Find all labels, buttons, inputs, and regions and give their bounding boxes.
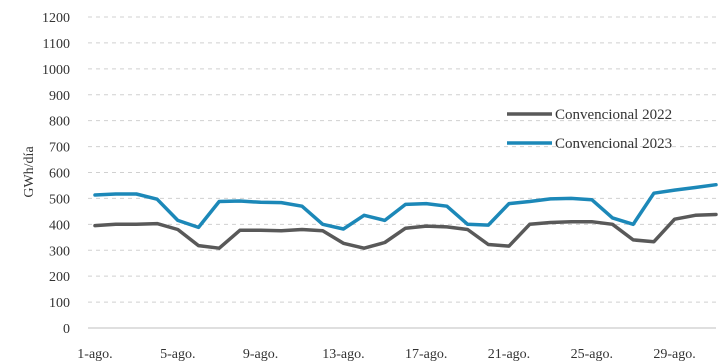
- y-axis-ticks: 0 100 200 300 400 500 600 700 800 900 1000 1100 1200: [42, 11, 70, 337]
- y-tick-label: 600: [49, 167, 70, 182]
- y-tick-label: 800: [49, 115, 70, 130]
- legend-label: Convencional 2022: [555, 107, 672, 123]
- y-tick-label: 300: [49, 244, 70, 259]
- x-tick-label: 5-ago.: [160, 347, 195, 362]
- y-tick-label: 400: [49, 218, 70, 233]
- x-tick-label: 9-ago.: [243, 347, 278, 362]
- y-tick-label: 900: [49, 89, 70, 104]
- series-line: [93, 212, 718, 250]
- legend-label: Convencional 2023: [555, 136, 672, 152]
- series-lines: [93, 182, 718, 250]
- y-tick-label: 700: [49, 141, 70, 156]
- y-tick-label: 500: [49, 192, 70, 207]
- x-tick-label: 29-ago.: [653, 347, 695, 362]
- x-tick-label: 21-ago.: [488, 347, 530, 362]
- x-axis-ticks: 1-ago. 5-ago. 9-ago. 13-ago. 17-ago. 21-ago. 2…: [77, 347, 695, 362]
- legend: Convencional 2022 Convencional 2023: [507, 107, 672, 152]
- y-tick-label: 200: [49, 270, 70, 285]
- y-tick-label: 1000: [42, 63, 70, 78]
- y-tick-label: 1100: [43, 37, 70, 52]
- x-tick-label: 17-ago.: [405, 347, 447, 362]
- series-line: [93, 182, 718, 231]
- y-tick-label: 100: [49, 296, 70, 311]
- y-tick-label: 0: [63, 322, 70, 337]
- y-tick-label: 1200: [42, 11, 70, 26]
- x-tick-label: 13-ago.: [322, 347, 364, 362]
- grid-lines: [88, 16, 716, 303]
- x-tick-label: 1-ago.: [77, 347, 112, 362]
- x-tick-label: 25-ago.: [571, 347, 613, 362]
- y-axis-title: GWh/día: [22, 146, 37, 198]
